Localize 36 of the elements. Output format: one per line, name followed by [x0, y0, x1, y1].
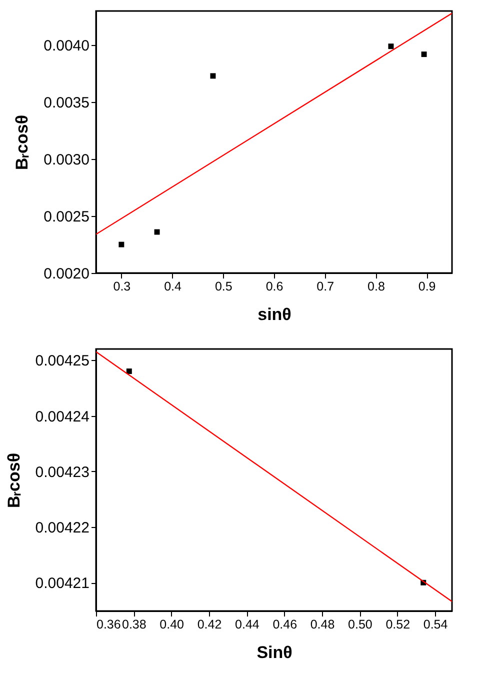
y-tick-label: 0.0025 [44, 208, 90, 226]
y-tick-label: 0.0040 [44, 38, 90, 55]
x-tick-label: 0.5 [214, 280, 232, 294]
y-axis-title: Bᵣcosθ [12, 114, 32, 170]
x-tick-label: 0.36 [96, 618, 121, 632]
y-tick-label: 0.00422 [35, 520, 90, 537]
x-tick-label: 0.4 [164, 280, 182, 294]
y-tick-label: 0.0035 [44, 94, 90, 112]
y-tick-label: 0.00425 [35, 352, 90, 370]
x-tick-label: 0.3 [113, 280, 131, 294]
x-tick-label: 0.42 [197, 618, 222, 632]
point [154, 229, 160, 235]
x-tick-label: 0.46 [272, 618, 298, 632]
x-tick-label: 0.8 [368, 280, 385, 294]
y-tick-label: 0.00423 [35, 464, 90, 481]
y-axis-title: Bᵣcosθ [4, 452, 24, 508]
x-tick-label: 0.52 [386, 618, 410, 632]
x-tick-label: 0.44 [235, 618, 260, 632]
x-tick-label: 0.50 [348, 618, 372, 632]
x-axis-title: sinθ [258, 305, 292, 324]
y-tick-label: 0.0030 [44, 152, 90, 169]
y-tick-label: 0.0020 [44, 266, 90, 282]
x-tick-label: 0.7 [316, 280, 334, 294]
y-tick-label: 0.00424 [35, 408, 90, 426]
y-tick-label: 0.00421 [35, 575, 90, 592]
point [388, 44, 394, 50]
point [210, 73, 216, 79]
x-tick-label: 0.9 [418, 280, 436, 294]
x-axis-title: Sinθ [256, 643, 292, 662]
x-tick-label: 0.6 [266, 280, 284, 294]
point [421, 52, 427, 58]
x-tick-label: 0.38 [122, 618, 146, 632]
x-tick-label: 0.54 [423, 618, 448, 632]
x-tick-label: 0.40 [160, 618, 184, 632]
x-tick-label: 0.48 [310, 618, 335, 632]
point [118, 242, 124, 248]
